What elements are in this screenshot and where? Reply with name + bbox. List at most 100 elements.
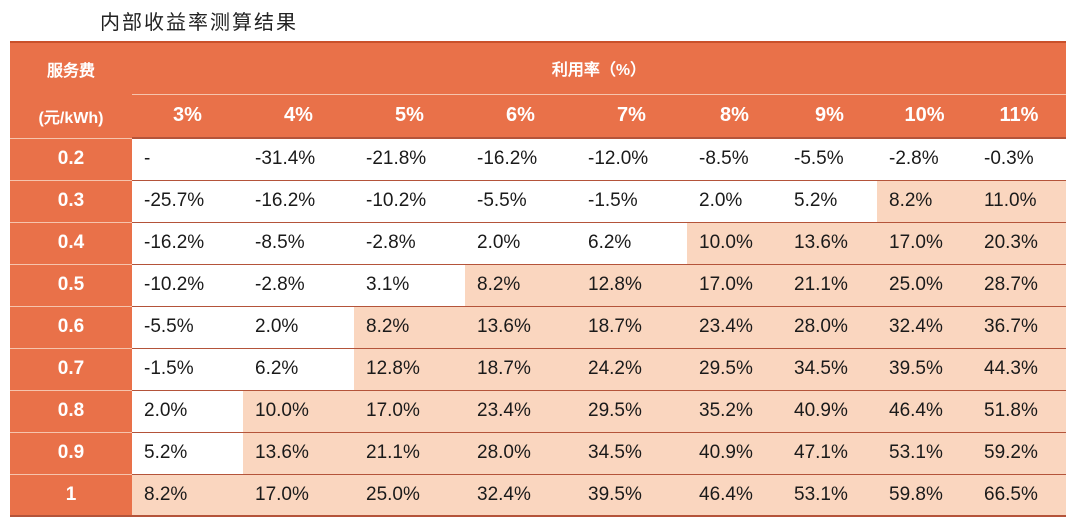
header-row-1: 服务费 利用率（%） (10, 41, 1067, 94)
irr-cell: 53.1% (877, 431, 972, 474)
irr-cell: 32.4% (877, 305, 972, 348)
irr-cell: 11.0% (972, 179, 1067, 222)
fee-unit-label: (元/kWh) (10, 94, 132, 138)
irr-cell: -5.5% (782, 137, 877, 180)
irr-cell: -12.0% (576, 137, 687, 180)
irr-cell: 21.1% (782, 263, 877, 306)
irr-cell: 2.0% (132, 389, 243, 432)
table-row: 0.9 5.2% 13.6% 21.1% 28.0% 34.5% 40.9% 47.1% 53.… (10, 431, 1067, 474)
irr-cell: 2.0% (243, 305, 354, 348)
irr-cell: -8.5% (687, 137, 782, 180)
irr-cell: -21.8% (354, 137, 465, 180)
irr-cell: 12.8% (576, 263, 687, 306)
irr-cell: 28.0% (465, 431, 576, 474)
header-row-2: (元/kWh) 3% 4% 5% 6% 7% 8% 9% 10% 11% (10, 93, 1067, 138)
irr-table: 服务费 利用率（%） (元/kWh) 3% 4% 5% 6% 7% 8% 9% 10% 11% … (10, 41, 1067, 517)
fee-row-header: 0.5 (10, 263, 132, 306)
table-row: 0.5 -10.2% -2.8% 3.1% 8.2% 12.8% 17.0% 21.1% 25.… (10, 263, 1067, 306)
irr-cell: 18.7% (576, 305, 687, 348)
irr-cell: -5.5% (465, 179, 576, 222)
irr-cell: 5.2% (132, 431, 243, 474)
irr-cell: 23.4% (465, 389, 576, 432)
irr-cell: -2.8% (354, 221, 465, 264)
irr-cell: -5.5% (132, 305, 243, 348)
irr-cell: 46.4% (877, 389, 972, 432)
irr-cell: 3.1% (354, 263, 465, 306)
irr-cell: -16.2% (465, 137, 576, 180)
irr-cell: 2.0% (687, 179, 782, 222)
irr-cell: 8.2% (465, 263, 576, 306)
utilization-column-header: 9% (782, 93, 877, 138)
fee-row-header: 1 (10, 473, 132, 517)
irr-cell: 34.5% (782, 347, 877, 390)
irr-cell: 17.0% (354, 389, 465, 432)
irr-cell: 25.0% (877, 263, 972, 306)
irr-cell: 28.0% (782, 305, 877, 348)
irr-cell: 5.2% (782, 179, 877, 222)
irr-cell: 29.5% (576, 389, 687, 432)
irr-cell: 44.3% (972, 347, 1067, 390)
irr-cell: 21.1% (354, 431, 465, 474)
irr-cell: -16.2% (132, 221, 243, 264)
irr-cell: 13.6% (465, 305, 576, 348)
irr-cell: -8.5% (243, 221, 354, 264)
utilization-column-header: 7% (576, 93, 687, 138)
table-row: 1 8.2% 17.0% 25.0% 32.4% 39.5% 46.4% 53.1% 59.8%… (10, 473, 1067, 517)
irr-cell: 8.2% (877, 179, 972, 222)
irr-cell: 24.2% (576, 347, 687, 390)
irr-cell: 39.5% (877, 347, 972, 390)
irr-cell: -0.3% (972, 137, 1067, 180)
irr-cell: 17.0% (243, 473, 354, 517)
table-row: 0.2- -31.4% -21.8% -16.2% -12.0% -8.5% -5.5% -2… (10, 137, 1067, 180)
fee-row-header: 0.8 (10, 389, 132, 432)
table-title: 内部收益率测算结果 (100, 10, 298, 34)
irr-cell: 28.7% (972, 263, 1067, 306)
utilization-column-header: 4% (243, 93, 354, 138)
irr-cell: 34.5% (576, 431, 687, 474)
irr-cell: 40.9% (687, 431, 782, 474)
utilization-column-header: 5% (354, 93, 465, 138)
irr-cell: -1.5% (132, 347, 243, 390)
irr-cell: -2.8% (243, 263, 354, 306)
fee-row-header: 0.4 (10, 221, 132, 264)
fee-row-header: 0.2 (10, 137, 132, 180)
irr-cell: 66.5% (972, 473, 1067, 517)
table-body: 0.2- -31.4% -21.8% -16.2% -12.0% -8.5% -5.5% -2… (10, 137, 1067, 517)
table-row: 0.4 -16.2% -8.5% -2.8% 2.0% 6.2% 10.0% 13.6% 17.… (10, 221, 1067, 264)
irr-cell: 20.3% (972, 221, 1067, 264)
irr-cell: 23.4% (687, 305, 782, 348)
irr-cell: 10.0% (243, 389, 354, 432)
utilization-column-header: 3% (132, 93, 243, 138)
irr-cell: -1.5% (576, 179, 687, 222)
fee-header-label: 服务费 (10, 41, 132, 94)
irr-cell: - (132, 137, 243, 180)
irr-cell: 2.0% (465, 221, 576, 264)
utilization-column-header: 10% (877, 93, 972, 138)
irr-cell: 59.2% (972, 431, 1067, 474)
fee-row-header: 0.9 (10, 431, 132, 474)
irr-cell: 8.2% (354, 305, 465, 348)
irr-cell: 25.0% (354, 473, 465, 517)
irr-cell: 29.5% (687, 347, 782, 390)
irr-cell: 13.6% (243, 431, 354, 474)
irr-cell: -10.2% (132, 263, 243, 306)
irr-cell: 36.7% (972, 305, 1067, 348)
utilization-column-header: 8% (687, 93, 782, 138)
irr-cell: 32.4% (465, 473, 576, 517)
irr-cell: 6.2% (243, 347, 354, 390)
irr-cell: 13.6% (782, 221, 877, 264)
irr-cell: 18.7% (465, 347, 576, 390)
table-row: 0.7 -1.5% 6.2% 12.8% 18.7% 24.2% 29.5% 34.5% 39.… (10, 347, 1067, 390)
table-row: 0.3 -25.7% -16.2% -10.2% -5.5% -1.5% 2.0% 5.2% 8… (10, 179, 1067, 222)
fee-row-header: 0.7 (10, 347, 132, 390)
irr-cell: 46.4% (687, 473, 782, 517)
irr-cell: 47.1% (782, 431, 877, 474)
irr-cell: -2.8% (877, 137, 972, 180)
irr-cell: -25.7% (132, 179, 243, 222)
table-row: 0.8 2.0% 10.0% 17.0% 23.4% 29.5% 35.2% 40.9% 46.… (10, 389, 1067, 432)
irr-cell: 53.1% (782, 473, 877, 517)
table-row: 0.6 -5.5% 2.0% 8.2% 13.6% 18.7% 23.4% 28.0% 32.4… (10, 305, 1067, 348)
irr-cell: -10.2% (354, 179, 465, 222)
irr-cell: 17.0% (687, 263, 782, 306)
utilization-header-label: 利用率（%） (132, 41, 1067, 94)
